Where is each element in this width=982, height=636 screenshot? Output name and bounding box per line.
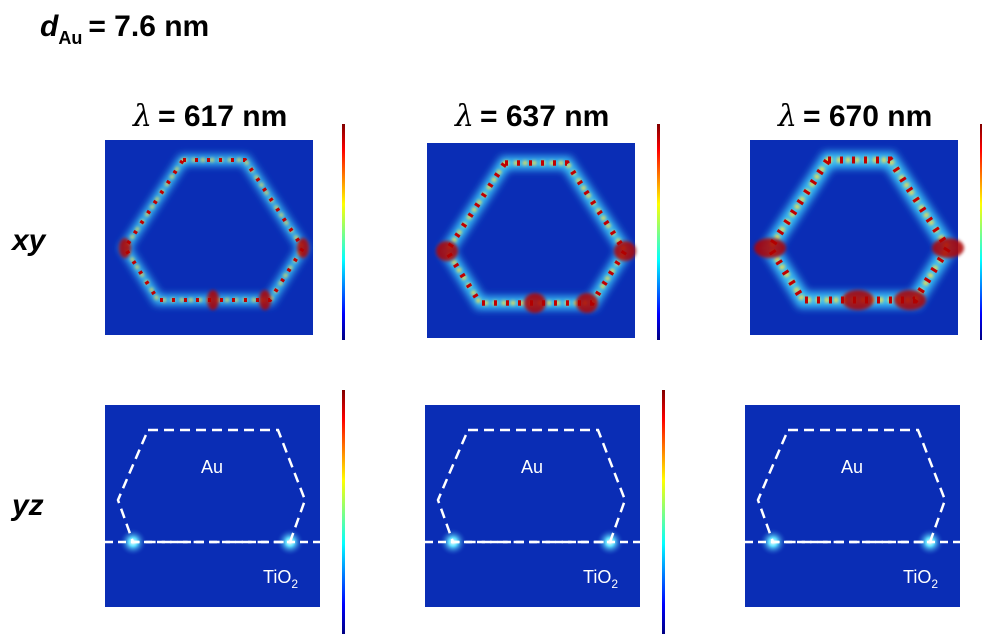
- yz-colorbar: [342, 390, 345, 634]
- header: dAu = 7.6 nm: [40, 10, 209, 48]
- lambda: λ: [777, 99, 797, 134]
- material-text: TiO: [583, 567, 611, 587]
- material-text: TiO: [903, 567, 931, 587]
- figure: dAu= 7.6 nm xyyzλ= 617 nmAuTiO2λ= 637 nm…: [0, 0, 982, 636]
- xy-colorbar: [342, 124, 345, 340]
- material-text: TiO: [263, 567, 291, 587]
- hot-lobe: [614, 241, 636, 261]
- lambda: λ: [132, 99, 152, 134]
- material-label: Au: [841, 457, 863, 477]
- header-subscript: Au: [58, 28, 82, 48]
- wavelength: = 637 nm: [480, 100, 609, 133]
- hot-lobe: [207, 290, 219, 310]
- hot-lobe: [754, 238, 786, 258]
- material-label: Au: [201, 457, 223, 477]
- wavelength: = 617 nm: [158, 100, 287, 133]
- hot-lobe: [297, 238, 309, 258]
- header-text: = 7.6 nm: [88, 10, 209, 43]
- header-symbol: d: [40, 10, 59, 43]
- hot-lobe: [576, 293, 598, 313]
- material-subscript: 2: [291, 577, 298, 591]
- row-label: yz: [10, 489, 44, 522]
- column-title: λ= 670 nm: [777, 99, 932, 134]
- hot-lobe: [259, 290, 271, 310]
- material-label: Au: [521, 457, 543, 477]
- wavelength: = 670 nm: [803, 100, 932, 133]
- material-subscript: 2: [931, 577, 938, 591]
- hot-lobe: [894, 290, 926, 310]
- material-subscript: 2: [611, 577, 618, 591]
- hot-lobe: [524, 293, 546, 313]
- lambda: λ: [454, 99, 474, 134]
- hot-lobe: [436, 241, 458, 261]
- hot-lobe: [842, 290, 874, 310]
- column-title: λ= 637 nm: [454, 99, 609, 134]
- hot-lobe: [119, 238, 131, 258]
- xy-colorbar: [657, 124, 660, 340]
- column-title: λ= 617 nm: [132, 99, 287, 134]
- yz-colorbar: [662, 390, 665, 634]
- hot-lobe: [932, 238, 964, 258]
- row-label: xy: [10, 224, 47, 257]
